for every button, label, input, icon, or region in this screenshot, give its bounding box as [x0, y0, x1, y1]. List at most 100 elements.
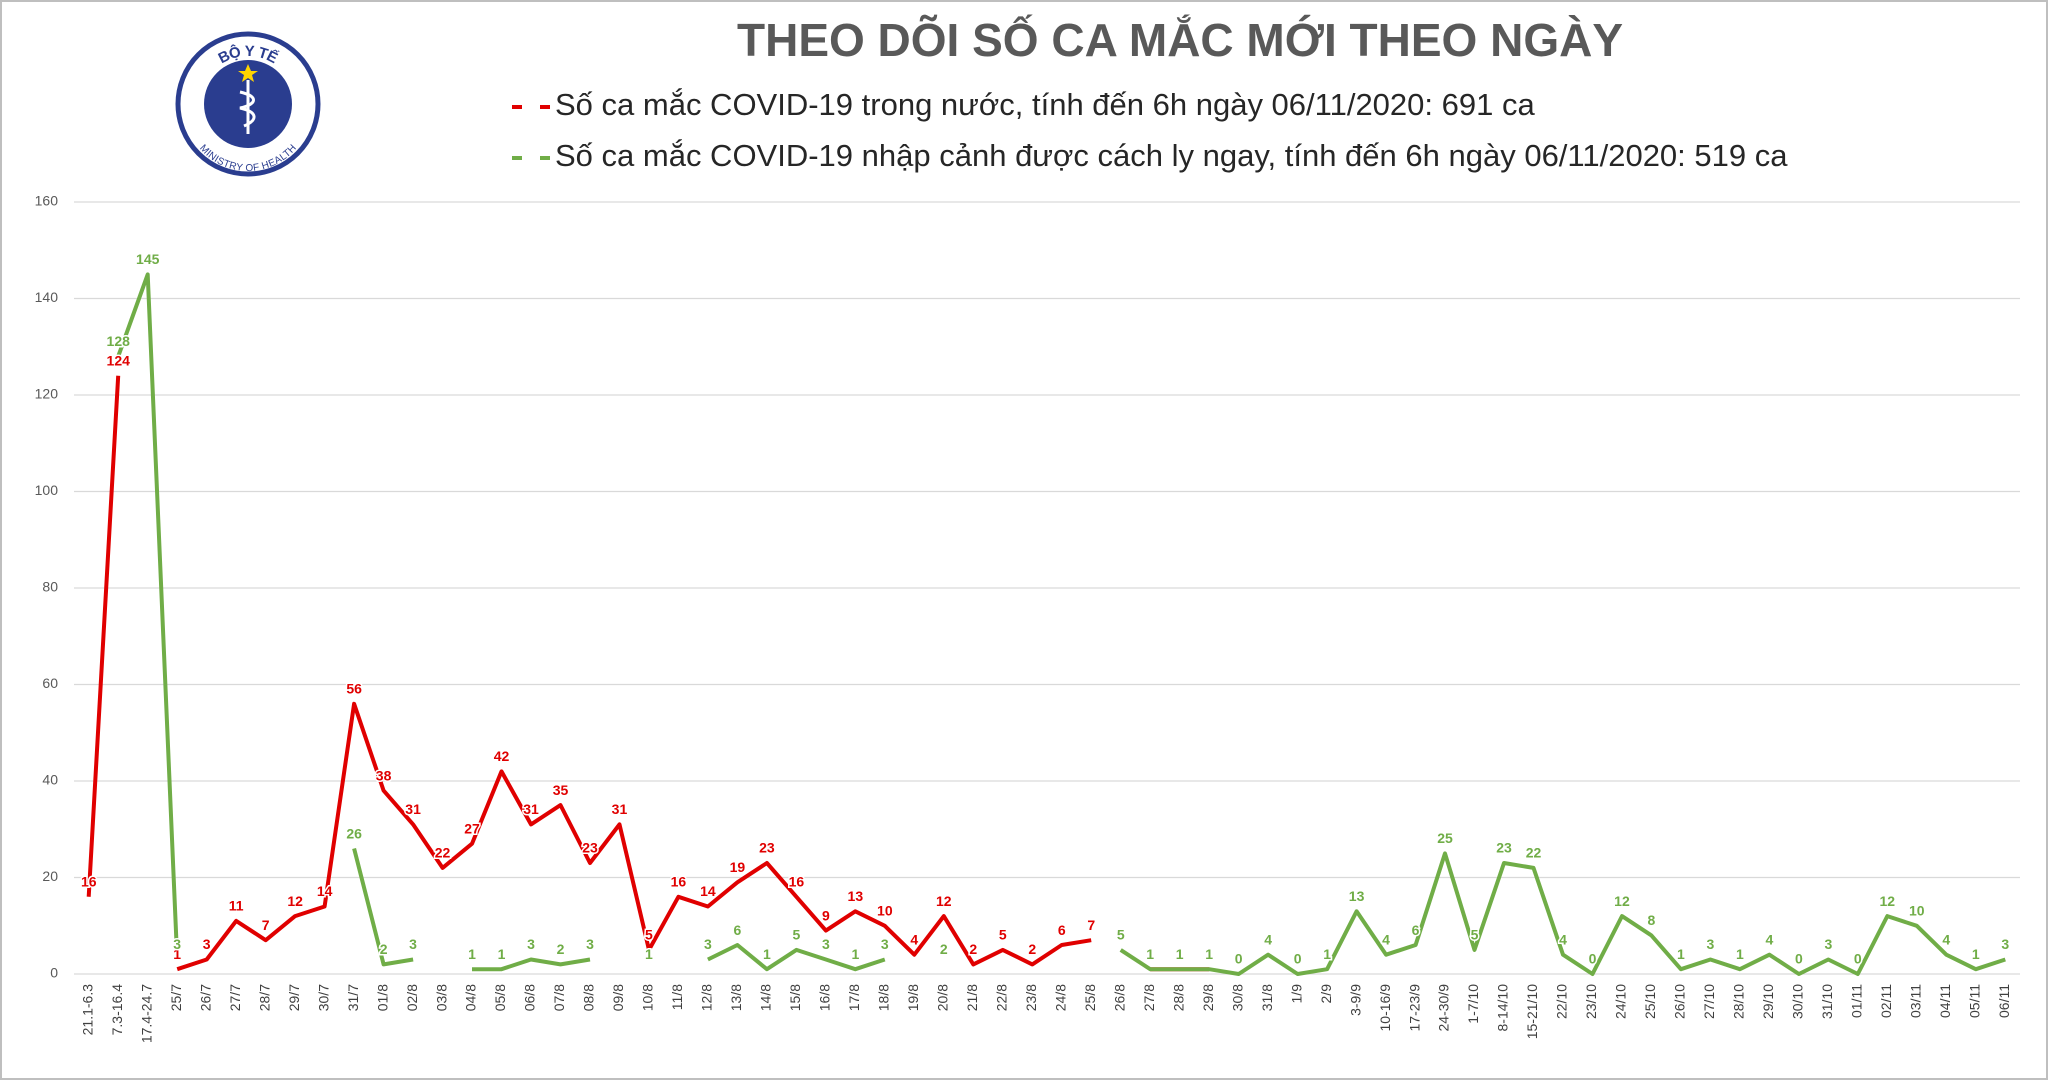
- y-tick-label: 120: [35, 386, 59, 402]
- data-label: 1: [851, 946, 859, 962]
- data-label: 56: [346, 681, 362, 697]
- data-label: 6: [1058, 922, 1066, 938]
- x-tick-label: 21.1-6.3: [79, 984, 95, 1036]
- data-label: 2: [557, 941, 565, 957]
- data-label: 3: [1707, 936, 1715, 952]
- data-label: 1: [1677, 946, 1685, 962]
- x-tick-label: 19/8: [905, 984, 921, 1011]
- x-tick-label: 1/9: [1288, 984, 1304, 1004]
- data-label: 0: [1854, 951, 1862, 967]
- data-label: 25: [1437, 830, 1453, 846]
- data-label: 4: [1264, 931, 1272, 947]
- x-tick-label: 8-14/10: [1495, 984, 1511, 1032]
- data-label: 1: [498, 946, 506, 962]
- x-tick-label: 08/8: [581, 984, 597, 1011]
- data-label: 2: [940, 941, 948, 957]
- data-label: 1: [1176, 946, 1184, 962]
- x-tick-label: 12/8: [699, 984, 715, 1011]
- x-tick-label: 26/7: [197, 984, 213, 1011]
- x-tick-label: 17/8: [846, 984, 862, 1011]
- x-tick-label: 25/10: [1642, 984, 1658, 1019]
- data-label: 128: [107, 333, 131, 349]
- x-tick-label: 15-21/10: [1524, 984, 1540, 1039]
- x-tick-label: 11/8: [669, 984, 685, 1010]
- data-label: 5: [645, 927, 653, 943]
- data-label: 31: [523, 801, 539, 817]
- x-tick-label: 13/8: [728, 984, 744, 1011]
- data-label: 6: [1412, 922, 1420, 938]
- data-label: 10: [877, 902, 893, 918]
- logo: BỘ Y TẾ MINISTRY OF HEALTH: [175, 31, 321, 177]
- data-label: 14: [700, 883, 716, 899]
- data-label: 4: [1765, 931, 1773, 947]
- data-label: 22: [435, 845, 451, 861]
- data-label: 26: [346, 825, 362, 841]
- data-label: 12: [936, 893, 952, 909]
- data-label: 3: [203, 936, 211, 952]
- data-label: 5: [1117, 927, 1125, 943]
- data-label: 16: [789, 874, 805, 890]
- data-label: 13: [848, 888, 864, 904]
- x-tick-label: 03/8: [433, 984, 449, 1011]
- x-tick-label: 24-30/9: [1436, 984, 1452, 1032]
- x-tick-label: 28/8: [1170, 984, 1186, 1011]
- data-label: 124: [107, 352, 131, 368]
- data-label: 14: [317, 883, 333, 899]
- data-label: 19: [730, 859, 746, 875]
- data-label: 1: [1146, 946, 1154, 962]
- x-tick-label: 03/11: [1908, 984, 1924, 1018]
- data-label: 31: [405, 801, 421, 817]
- x-tick-label: 28/7: [256, 984, 272, 1011]
- data-label: 3: [881, 936, 889, 952]
- x-tick-label: 07/8: [551, 984, 567, 1011]
- data-label: 1: [1176, 946, 1184, 962]
- data-label: 12: [287, 893, 303, 909]
- data-label: 1: [1205, 946, 1213, 962]
- data-label: 1: [1205, 946, 1213, 962]
- x-tick-label: 18/8: [876, 984, 892, 1011]
- data-label: 6: [734, 922, 742, 938]
- data-label: 3: [173, 936, 181, 952]
- y-tick-label: 60: [42, 675, 58, 691]
- data-label: 10: [1909, 902, 1925, 918]
- x-tick-label: 27/7: [227, 984, 243, 1011]
- data-label: 2: [380, 941, 388, 957]
- x-tick-label: 22/10: [1554, 984, 1570, 1019]
- data-label: 1: [1323, 946, 1331, 962]
- series-line: [116, 272, 2006, 976]
- data-label: 3: [527, 936, 535, 952]
- data-label: 23: [1496, 840, 1512, 856]
- data-label: 1: [173, 946, 181, 962]
- x-tick-label: 17.4-24.7: [138, 984, 154, 1043]
- legend-label: Số ca mắc COVID-19 nhập cảnh được cách l…: [555, 138, 1788, 173]
- data-label: 2: [1028, 941, 1036, 957]
- x-tick-label: 02/8: [404, 984, 420, 1011]
- data-label: 35: [553, 782, 569, 798]
- x-tick-label: 17-23/9: [1406, 984, 1422, 1032]
- data-label: 16: [81, 874, 97, 890]
- x-tick-label: 05/11: [1966, 984, 1982, 1018]
- x-tick-label: 05/8: [492, 984, 508, 1011]
- x-tick-label: 26/10: [1672, 984, 1688, 1019]
- y-tick-label: 20: [42, 868, 58, 884]
- data-label: 1: [1323, 946, 1331, 962]
- x-tick-label: 28/10: [1731, 984, 1747, 1019]
- x-tick-label: 30/8: [1229, 984, 1245, 1011]
- data-label: 23: [582, 840, 598, 856]
- data-label: 4: [1942, 931, 1950, 947]
- x-tick-label: 01/11: [1849, 984, 1865, 1018]
- data-label: 1: [1146, 946, 1154, 962]
- data-label: 3: [822, 936, 830, 952]
- x-tick-label: 3-9/9: [1347, 984, 1363, 1016]
- data-label: 22: [1526, 845, 1542, 861]
- data-label: 9: [822, 907, 830, 923]
- data-label: 0: [1235, 951, 1243, 967]
- data-label: 4: [910, 931, 918, 947]
- x-tick-label: 31/10: [1819, 984, 1835, 1019]
- x-tick-label: 24/8: [1052, 984, 1068, 1011]
- y-tick-label: 100: [35, 482, 59, 498]
- data-label: 1: [1736, 946, 1744, 962]
